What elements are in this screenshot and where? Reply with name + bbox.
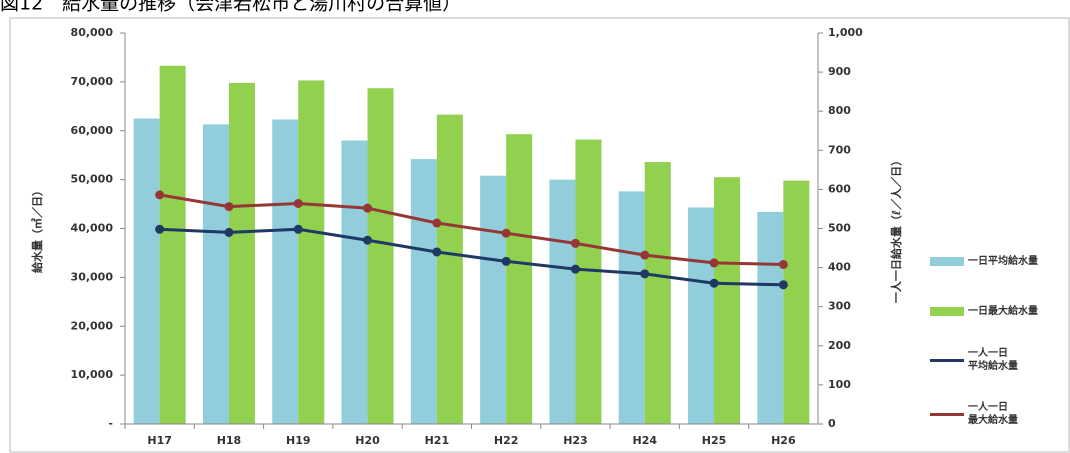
y2-tick-label: 400 xyxy=(828,261,851,274)
legend-swatch xyxy=(930,306,964,316)
marker xyxy=(432,247,442,257)
y-tick-label: 10,000 xyxy=(71,368,114,381)
y2-tick-label: 600 xyxy=(828,182,851,195)
x-tick-label: H19 xyxy=(286,434,311,447)
bar xyxy=(549,179,576,424)
y-tick-label: 80,000 xyxy=(71,26,114,39)
y2-tick-label: 0 xyxy=(828,417,836,430)
y2-axis-title: 一人一日給水量（ℓ／人／日） xyxy=(889,155,903,303)
x-tick-label: H26 xyxy=(771,434,796,447)
legend-swatch xyxy=(930,256,964,266)
marker xyxy=(709,258,719,268)
marker xyxy=(640,250,650,260)
y2-tick-label: 1,000 xyxy=(828,26,863,39)
marker xyxy=(224,202,234,212)
bar xyxy=(410,159,437,424)
marker xyxy=(570,264,580,274)
x-tick-label: H21 xyxy=(425,434,450,447)
legend-item: 一日最大給水量 xyxy=(930,298,1038,324)
x-tick-label: H24 xyxy=(632,434,657,447)
legend-label: 一日平均給水量 xyxy=(968,255,1038,267)
y2-tick-label: 200 xyxy=(828,339,851,352)
marker xyxy=(155,190,165,200)
y-tick-label: 50,000 xyxy=(71,173,114,186)
marker xyxy=(432,218,442,228)
y2-tick-label: 100 xyxy=(828,378,851,391)
legend-label: 一人一日 最大給水量 xyxy=(968,402,1018,426)
bar xyxy=(757,211,784,424)
marker xyxy=(778,259,788,269)
marker xyxy=(778,280,788,290)
bar xyxy=(714,177,741,424)
legend-item: 一人一日 平均給水量 xyxy=(930,347,1018,373)
x-tick-label: H20 xyxy=(355,434,380,447)
bar xyxy=(618,191,645,424)
y2-tick-label: 500 xyxy=(828,222,851,235)
legend-label: 一人一日 平均給水量 xyxy=(968,348,1018,372)
y-tick-label: 60,000 xyxy=(71,124,114,137)
x-tick-label: H22 xyxy=(494,434,519,447)
bar xyxy=(783,180,810,424)
bar xyxy=(480,175,507,424)
bar xyxy=(202,124,229,425)
marker xyxy=(293,224,303,234)
marker xyxy=(363,203,373,213)
bar xyxy=(575,139,602,425)
y2-tick-label: 700 xyxy=(828,143,851,156)
y2-tick-label: 300 xyxy=(828,300,851,313)
marker xyxy=(501,228,511,238)
legend-item: 一日平均給水量 xyxy=(930,248,1038,274)
y2-tick-label: 900 xyxy=(828,65,851,78)
bar xyxy=(272,119,299,424)
bar xyxy=(298,80,325,424)
bar xyxy=(506,134,533,424)
marker xyxy=(293,198,303,208)
marker xyxy=(155,224,165,234)
bar xyxy=(436,114,463,424)
legend-swatch xyxy=(930,358,964,362)
y2-tick-label: 800 xyxy=(828,104,851,117)
marker xyxy=(501,256,511,266)
marker xyxy=(640,269,650,279)
x-tick-label: H18 xyxy=(217,434,242,447)
x-tick-label: H17 xyxy=(147,434,172,447)
y-tick-label: 30,000 xyxy=(71,270,114,283)
y-tick-label: 70,000 xyxy=(71,75,114,88)
marker xyxy=(570,238,580,248)
y-tick-label: 40,000 xyxy=(71,222,114,235)
bar xyxy=(341,140,368,424)
legend-swatch xyxy=(930,412,964,416)
y-tick-label: - xyxy=(108,417,113,430)
legend-label: 一日最大給水量 xyxy=(968,305,1038,317)
line xyxy=(159,227,784,287)
marker xyxy=(224,227,234,237)
x-tick-label: H23 xyxy=(563,434,588,447)
y-axis-title: 給水量（㎥／日） xyxy=(30,185,44,273)
bar xyxy=(159,65,186,424)
x-tick-label: H25 xyxy=(702,434,727,447)
marker xyxy=(363,235,373,245)
bar xyxy=(228,82,255,424)
legend-item: 一人一日 最大給水量 xyxy=(930,401,1018,427)
line xyxy=(159,193,784,266)
chart-frame xyxy=(9,17,1070,453)
marker xyxy=(709,278,719,288)
bar xyxy=(688,207,715,424)
chart-title: 図12 給水量の推移（会津若松市と湯川村の合算値） xyxy=(0,0,461,15)
bar xyxy=(367,88,394,424)
y-tick-label: 20,000 xyxy=(71,319,114,332)
bar xyxy=(133,118,160,424)
bar xyxy=(644,162,671,424)
